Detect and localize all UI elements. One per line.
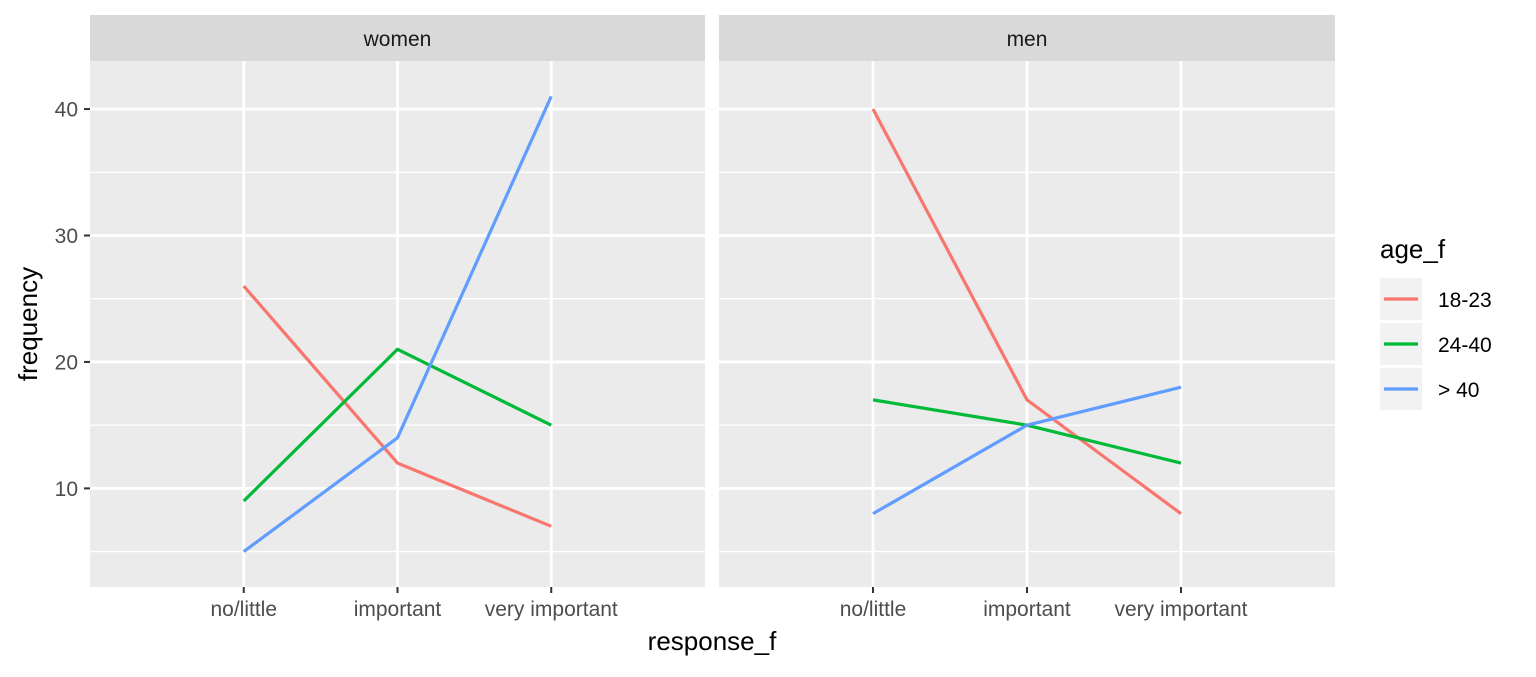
- y-axis: 10 20 30 40: [55, 99, 90, 501]
- legend-title: age_f: [1380, 234, 1446, 264]
- facet-strip-label: men: [1007, 28, 1048, 51]
- facet-panel-women: women no/little important very important: [90, 15, 705, 621]
- x-tick-label: very important: [485, 598, 618, 621]
- series-line-18-23: [242, 285, 552, 528]
- x-tick-label: no/little: [840, 598, 907, 621]
- series-line-> 40: [242, 95, 553, 553]
- facet-strip: [90, 15, 705, 61]
- y-tick-label: 30: [55, 225, 78, 248]
- x-tick-label: important: [983, 598, 1071, 621]
- x-tick-label: important: [354, 598, 442, 621]
- y-tick-label: 40: [55, 99, 78, 122]
- series-line-18-23: [871, 108, 1182, 515]
- y-tick-label: 20: [55, 351, 78, 374]
- facet-strip-label: women: [363, 28, 432, 51]
- facet-panel-men: men no/little important very important: [719, 15, 1335, 621]
- x-axis-title: response_f: [648, 626, 777, 656]
- y-axis-title: frequency: [13, 267, 43, 381]
- legend-label: 24-40: [1438, 334, 1492, 357]
- facet-strip: [719, 15, 1335, 61]
- y-tick-label: 10: [55, 478, 78, 501]
- legend: age_f 18-23 24-40 > 40: [1380, 234, 1492, 410]
- series-line-24-40: [242, 347, 552, 503]
- legend-label: > 40: [1438, 379, 1479, 402]
- legend-label: 18-23: [1438, 289, 1492, 312]
- x-tick-label: no/little: [210, 598, 277, 621]
- series-line-> 40: [872, 385, 1182, 516]
- x-tick-label: very important: [1114, 598, 1247, 621]
